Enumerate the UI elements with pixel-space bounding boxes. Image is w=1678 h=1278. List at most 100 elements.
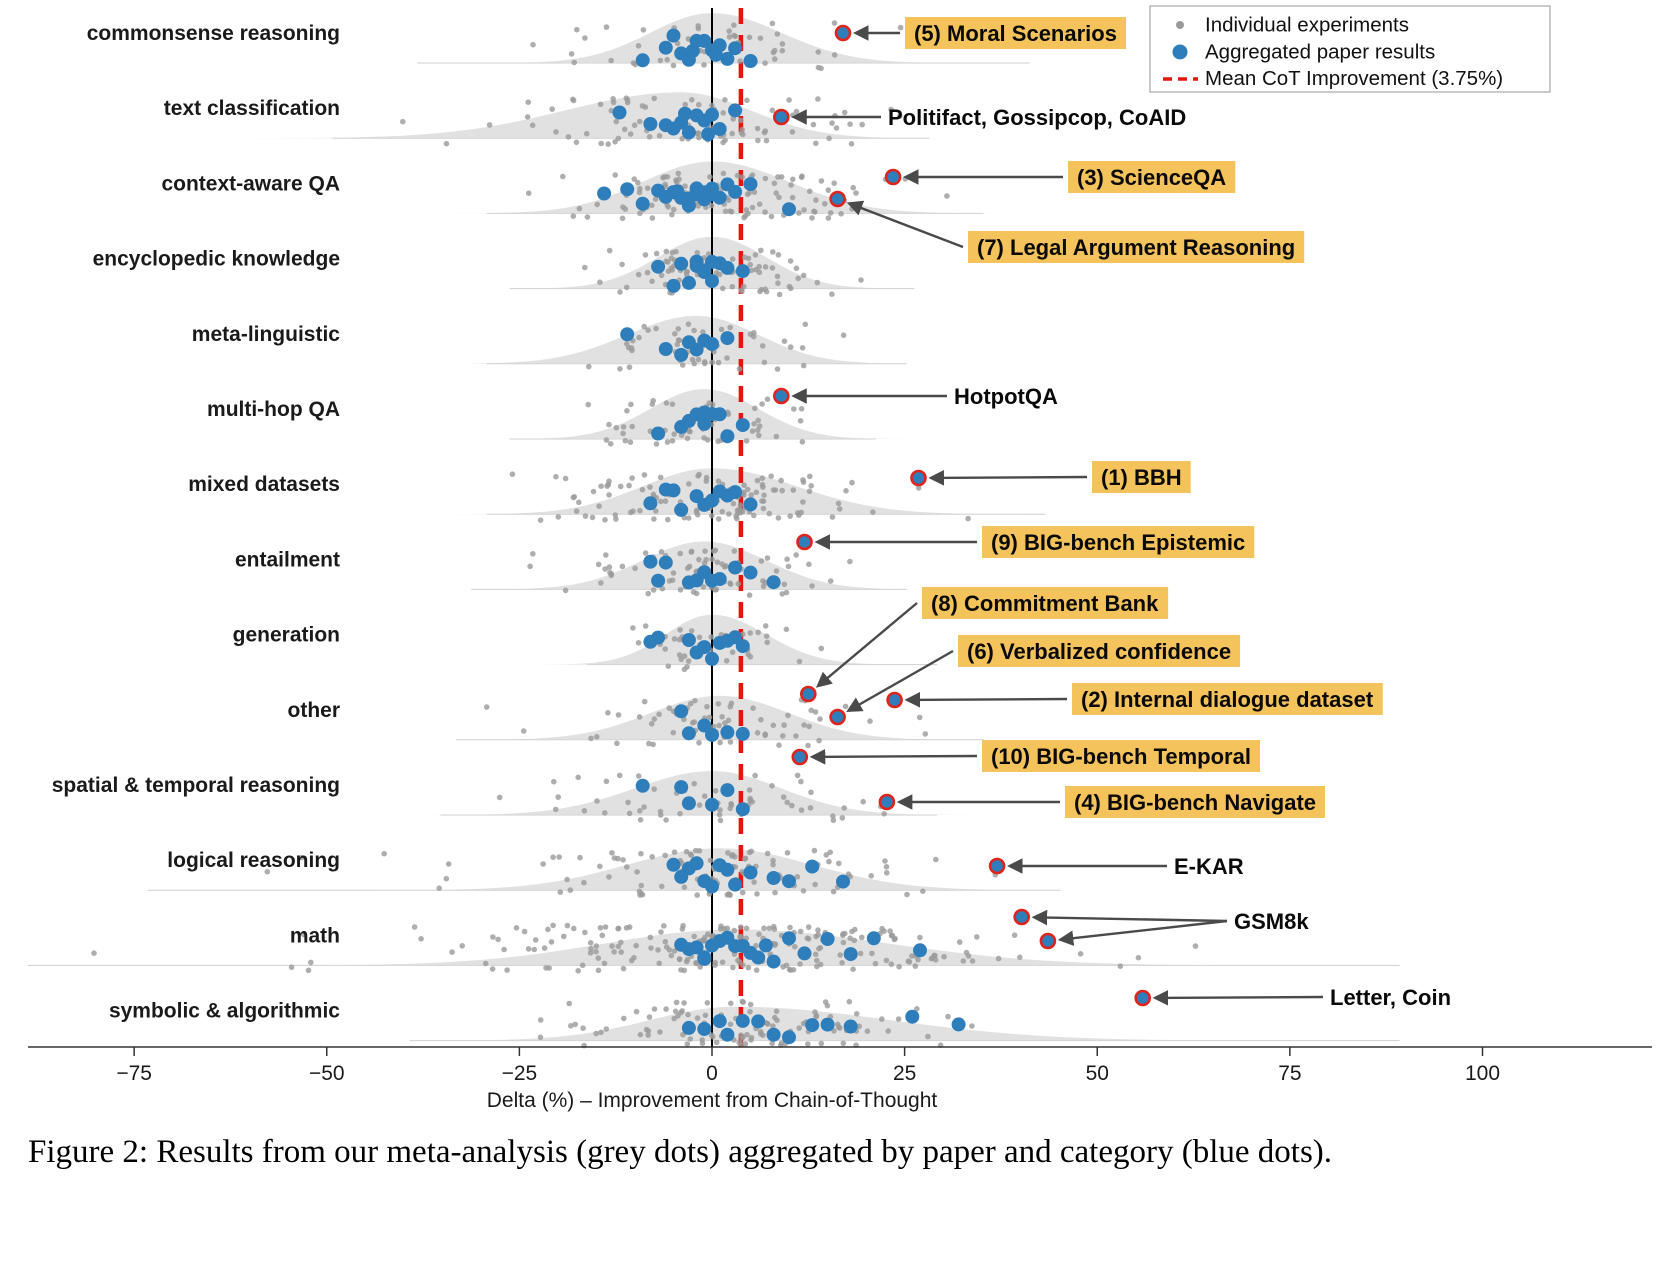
legend: Individual experiments Aggregated paper r… (1149, 5, 1551, 93)
grey-dot (807, 473, 813, 480)
grey-dot (641, 804, 647, 810)
blue-dot (766, 1027, 781, 1042)
grey-dot (582, 513, 589, 519)
grey-dot (776, 291, 783, 298)
grey-dot (741, 482, 747, 489)
grey-dot (691, 780, 697, 787)
grey-dot (573, 508, 580, 514)
blue-dot (674, 502, 689, 517)
grey-dot (679, 136, 685, 142)
annotation-highlight-box-10-big-bench-temporal (982, 740, 1260, 772)
grey-dot (797, 928, 804, 935)
grey-dot (696, 802, 703, 808)
grey-dot (769, 1040, 775, 1047)
grey-dot (659, 585, 666, 592)
grey-dot (840, 332, 847, 339)
grey-dot (708, 1032, 715, 1038)
grey-dot (572, 1021, 578, 1028)
grey-dot (659, 883, 665, 890)
grey-dot (632, 565, 638, 572)
grey-dot (684, 956, 691, 963)
grey-dot (459, 943, 466, 949)
grey-dot (531, 946, 538, 953)
grey-dot (623, 95, 630, 101)
grey-dot (603, 778, 610, 785)
grey-dot (796, 658, 803, 665)
highlighted-dot-2-internal-dialogue-dataset (886, 691, 903, 709)
grey-dot (400, 118, 406, 125)
grey-dot (801, 722, 807, 728)
grey-dot (620, 965, 627, 972)
grey-dot (565, 134, 572, 140)
blue-dot (697, 718, 712, 733)
grey-dot (809, 215, 815, 221)
grey-dot (660, 175, 666, 181)
annotation-arrow-gsm8k (1031, 909, 1228, 926)
grey-dot (650, 741, 656, 748)
grey-dot (731, 22, 737, 29)
grey-dot (785, 712, 791, 719)
grey-dot (741, 254, 748, 261)
grey-dot (839, 960, 845, 966)
grey-dot (588, 946, 594, 952)
grey-dot (742, 212, 749, 219)
blue-dot (597, 186, 612, 201)
annotation-highlight-box-1-bbh (1092, 461, 1191, 493)
grey-dot (963, 949, 970, 956)
grey-dot (783, 589, 790, 596)
grey-dot (658, 929, 664, 935)
grey-dot (584, 214, 591, 220)
grey-dot (798, 807, 805, 813)
grey-dot (594, 734, 600, 740)
grey-dot (695, 473, 701, 479)
grey-dot (595, 967, 602, 974)
grey-dot (800, 888, 807, 894)
category-label-symbolic-algorithmic: symbolic & algorithmic (109, 1000, 340, 1023)
legend-blue-dot-icon (1172, 44, 1188, 60)
grey-dot (622, 437, 629, 444)
grey-dot (673, 999, 680, 1006)
grey-dot (915, 485, 922, 491)
grey-dot (537, 1017, 544, 1023)
grey-dot (308, 959, 314, 966)
grey-dot (574, 26, 580, 33)
blue-dot (720, 725, 735, 740)
blue-dot (651, 259, 666, 274)
grey-dot (746, 34, 753, 41)
grey-dot (786, 966, 793, 973)
grey-dot (761, 492, 767, 499)
grey-dot (836, 506, 843, 512)
grey-dot (724, 355, 730, 361)
blue-dot (728, 103, 743, 118)
grey-dot (775, 280, 781, 287)
blue-dot (681, 275, 696, 290)
grey-dot (816, 945, 822, 952)
grey-dot (598, 140, 604, 147)
annotation-arrow-1-bbh (928, 470, 1088, 486)
grey-dot (802, 321, 809, 328)
grey-dot (627, 131, 634, 137)
grey-dot (91, 950, 97, 956)
blue-dot (735, 264, 750, 279)
grey-dot (941, 953, 947, 960)
grey-dot (755, 137, 761, 144)
grey-dot (620, 424, 627, 430)
x-tick-label: 75 (1278, 1062, 1301, 1085)
grey-dot (671, 206, 677, 213)
grey-dot (781, 722, 787, 728)
grey-dot (606, 492, 612, 498)
grey-dot (691, 933, 697, 940)
grey-dot (760, 578, 766, 584)
grey-dot (586, 363, 592, 370)
blue-dot (743, 54, 758, 68)
grey-dot (725, 850, 731, 856)
grey-dot (653, 508, 659, 514)
blue-dot (658, 342, 673, 356)
grey-dot (725, 411, 732, 418)
grey-dot (773, 1008, 780, 1015)
grey-dot (676, 652, 683, 658)
grey-dot (712, 962, 718, 968)
grey-dot (841, 805, 847, 811)
grey-dot (626, 810, 633, 817)
blue-dot (681, 125, 696, 140)
